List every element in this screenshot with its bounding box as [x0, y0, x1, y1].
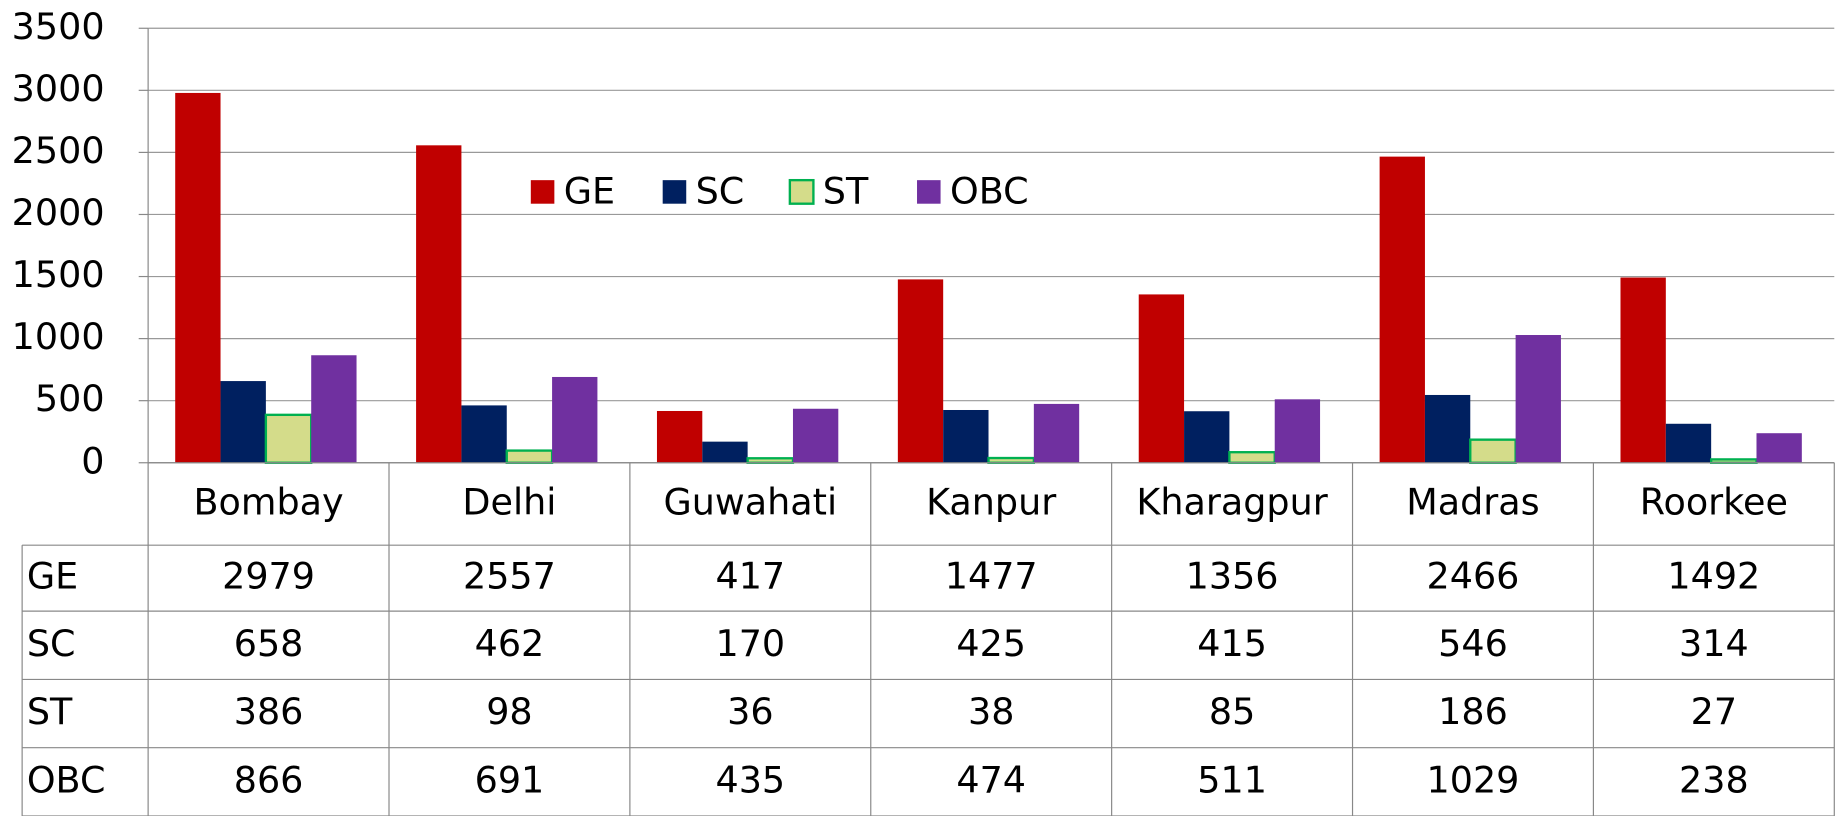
table-value: 691	[475, 758, 545, 801]
bar	[702, 441, 748, 463]
y-tick-label: 2500	[12, 129, 105, 172]
bar	[1469, 438, 1517, 464]
table-value: 38	[968, 690, 1014, 733]
table-row-label: SC	[27, 622, 76, 665]
legend-label: GE	[564, 170, 615, 213]
table-value: 425	[956, 622, 1026, 665]
bar	[1756, 433, 1802, 463]
x-tick-label: Kharagpur	[1136, 480, 1327, 523]
table-value: 546	[1438, 622, 1508, 665]
bar	[746, 457, 795, 464]
table-value: 474	[956, 758, 1026, 801]
bar	[1665, 423, 1712, 463]
x-tick-label: Madras	[1406, 480, 1539, 523]
x-tick-label: Kanpur	[926, 480, 1056, 523]
table-value: 98	[486, 690, 532, 733]
table-row-label: ST	[27, 690, 73, 733]
table-value: 27	[1691, 690, 1737, 733]
table-value: 1356	[1186, 555, 1279, 598]
bar	[792, 408, 839, 463]
legend-swatch	[662, 180, 687, 204]
bar	[987, 456, 1036, 464]
table-value: 386	[234, 690, 304, 733]
table-value: 2466	[1427, 555, 1520, 598]
bar	[416, 145, 462, 463]
y-tick-label: 2000	[12, 191, 105, 234]
bar	[1274, 399, 1321, 463]
y-tick-label: 3000	[12, 67, 105, 110]
table-value: 314	[1679, 622, 1749, 665]
table-value: 435	[715, 758, 785, 801]
bar	[1138, 294, 1185, 463]
bar	[1033, 403, 1080, 463]
table-value: 170	[715, 622, 785, 665]
bar	[505, 449, 554, 464]
bar	[311, 355, 357, 463]
x-tick-label: Guwahati	[664, 480, 838, 523]
table-value: 2979	[222, 555, 315, 598]
table-value: 462	[475, 622, 545, 665]
legend-swatch	[530, 180, 555, 204]
table-value: 85	[1209, 690, 1255, 733]
y-tick-label: 1500	[12, 253, 105, 296]
table-value: 238	[1679, 758, 1749, 801]
legend-label: ST	[823, 170, 869, 213]
table-value: 2557	[463, 555, 556, 598]
x-tick-label: Bombay	[194, 480, 344, 523]
bar	[897, 279, 944, 463]
bar	[264, 413, 313, 464]
table-value: 1477	[945, 555, 1038, 598]
bar	[1184, 411, 1230, 463]
bar	[1379, 156, 1425, 463]
legend-swatch	[917, 180, 941, 204]
table-row-label: GE	[27, 555, 78, 598]
y-tick-label: 3500	[12, 5, 105, 48]
y-tick-label: 1000	[12, 315, 105, 358]
table-value: 1492	[1667, 555, 1760, 598]
table-value: 658	[234, 622, 304, 665]
table-value: 186	[1438, 690, 1508, 733]
table-value: 415	[1197, 622, 1267, 665]
y-tick-label: 0	[81, 439, 104, 482]
bar	[1424, 394, 1471, 463]
y-tick-label: 500	[35, 377, 105, 420]
bar	[552, 376, 598, 463]
legend-label: OBC	[950, 170, 1029, 213]
legend-swatch	[788, 178, 815, 205]
table-value: 1029	[1427, 758, 1520, 801]
legend-label: SC	[696, 170, 745, 213]
table-value: 417	[715, 555, 785, 598]
x-tick-label: Roorkee	[1640, 480, 1788, 523]
bar	[656, 410, 703, 463]
bar	[1228, 451, 1276, 464]
bar	[943, 409, 989, 463]
bar	[461, 405, 507, 463]
bar	[1620, 277, 1666, 463]
bar	[220, 381, 266, 463]
x-tick-label: Delhi	[462, 480, 556, 523]
bar	[175, 92, 221, 463]
table-value: 36	[727, 690, 773, 733]
table-value: 866	[234, 758, 304, 801]
table-value: 511	[1197, 758, 1267, 801]
table-row-label: OBC	[27, 758, 106, 801]
bar	[1515, 335, 1561, 463]
